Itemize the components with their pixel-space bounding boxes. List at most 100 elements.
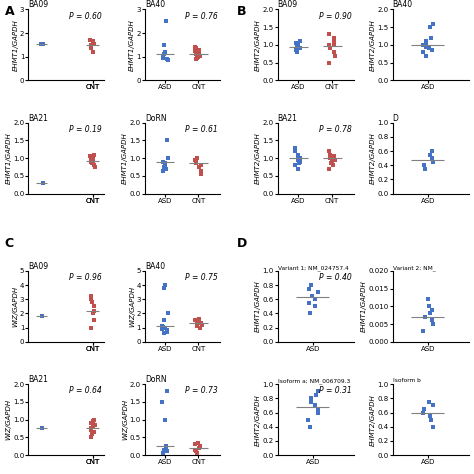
Point: [162, 416, 169, 423]
Point: [425, 295, 432, 303]
Point: [192, 158, 200, 165]
Point: [420, 162, 428, 169]
Point: [193, 54, 201, 62]
Point: [162, 18, 170, 25]
Point: [160, 317, 168, 324]
Point: [88, 160, 95, 167]
Point: [91, 302, 98, 310]
Point: [195, 444, 203, 452]
Text: Variant 2; NM_: Variant 2; NM_: [392, 265, 435, 271]
Point: [90, 158, 97, 165]
Point: [90, 37, 97, 45]
Point: [192, 448, 200, 456]
Point: [197, 167, 205, 174]
Point: [191, 441, 199, 448]
Point: [426, 398, 433, 406]
Point: [426, 310, 434, 317]
Point: [330, 34, 338, 42]
Point: [195, 163, 203, 171]
Point: [196, 324, 203, 331]
Point: [163, 448, 170, 456]
Point: [419, 41, 427, 49]
Y-axis label: EHMT1/GAPDH: EHMT1/GAPDH: [122, 132, 128, 184]
Point: [305, 285, 312, 292]
Point: [428, 317, 436, 324]
Point: [294, 41, 302, 49]
Point: [162, 165, 170, 173]
Text: P = 0.19: P = 0.19: [69, 125, 101, 134]
Text: P = 0.96: P = 0.96: [69, 273, 101, 282]
Point: [327, 155, 334, 162]
Point: [160, 163, 167, 171]
Point: [307, 398, 315, 406]
Point: [327, 151, 334, 158]
Point: [159, 158, 167, 165]
Point: [426, 412, 433, 420]
Text: BA40: BA40: [392, 0, 413, 9]
Point: [164, 155, 172, 162]
Y-axis label: EHMT2/GAPDH: EHMT2/GAPDH: [255, 19, 261, 71]
Point: [158, 325, 165, 333]
Point: [419, 409, 427, 416]
Point: [38, 425, 46, 432]
Point: [191, 316, 199, 324]
Point: [160, 41, 167, 49]
Point: [330, 41, 338, 49]
Text: D: D: [237, 237, 247, 250]
Point: [326, 59, 333, 66]
Point: [311, 295, 319, 303]
Text: P = 0.31: P = 0.31: [319, 386, 352, 395]
Text: BA09: BA09: [278, 0, 298, 9]
Point: [192, 160, 200, 167]
Point: [90, 162, 98, 169]
Point: [428, 416, 435, 423]
Point: [164, 310, 172, 317]
Y-axis label: EHMT2/GAPDH: EHMT2/GAPDH: [255, 132, 261, 184]
Point: [194, 53, 201, 61]
Point: [307, 281, 315, 289]
Point: [159, 322, 166, 330]
Point: [87, 434, 94, 441]
Text: P = 0.75: P = 0.75: [185, 273, 218, 282]
Point: [89, 39, 97, 46]
Text: BA09: BA09: [28, 262, 48, 271]
Point: [196, 442, 203, 450]
Point: [91, 428, 98, 436]
Text: BA21: BA21: [28, 114, 48, 123]
Point: [159, 449, 167, 457]
Point: [428, 46, 436, 54]
Y-axis label: EHMT1/GAPDH: EHMT1/GAPDH: [361, 281, 367, 332]
Point: [304, 416, 312, 423]
Point: [312, 391, 319, 399]
Point: [198, 321, 205, 328]
Point: [297, 45, 304, 52]
Text: Isoform b: Isoform b: [392, 378, 420, 383]
Point: [198, 170, 205, 178]
Point: [419, 48, 427, 56]
Point: [161, 324, 168, 331]
Text: C: C: [5, 237, 14, 250]
Point: [162, 160, 169, 167]
Point: [330, 39, 337, 47]
Point: [161, 281, 169, 289]
Point: [88, 292, 95, 300]
Text: P = 0.64: P = 0.64: [69, 386, 101, 395]
Text: BA09: BA09: [28, 0, 48, 9]
Point: [428, 306, 436, 314]
Point: [159, 54, 167, 62]
Point: [325, 165, 333, 173]
Text: P = 0.61: P = 0.61: [185, 125, 218, 134]
Point: [296, 155, 304, 162]
Point: [305, 299, 313, 307]
Point: [89, 155, 96, 162]
Point: [195, 315, 203, 323]
Y-axis label: WIZ/GAPDH: WIZ/GAPDH: [129, 286, 135, 327]
Point: [90, 418, 97, 425]
Point: [329, 162, 337, 169]
Point: [197, 162, 205, 169]
Point: [292, 162, 299, 169]
Point: [89, 423, 96, 430]
Point: [195, 49, 202, 57]
Point: [419, 328, 427, 335]
Point: [193, 449, 201, 457]
